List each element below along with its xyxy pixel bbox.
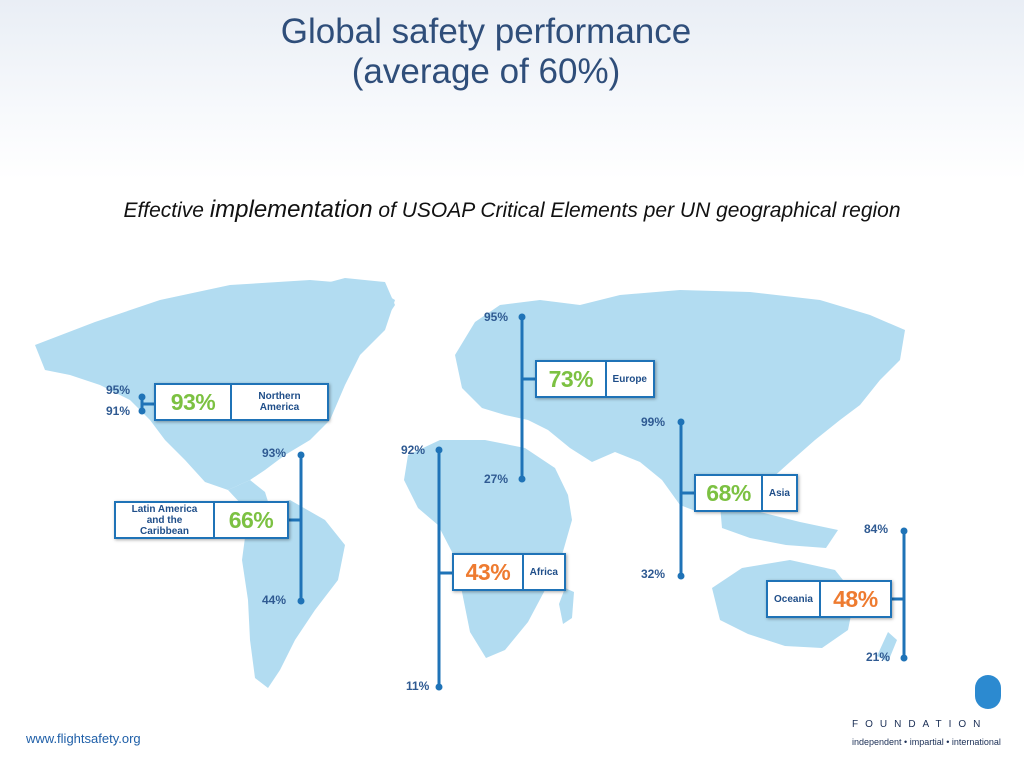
- region-box-northern-america: 93% Northern America: [154, 383, 329, 421]
- region-average: 73%: [537, 362, 605, 396]
- new-zealand-landmass: [877, 632, 897, 662]
- average-value: 48%: [833, 585, 878, 612]
- europe-max-label: 95%: [484, 310, 509, 324]
- region-name: Africa: [529, 566, 558, 578]
- slide-title: Global safety performance (average of 60…: [180, 12, 792, 92]
- box-divider: [230, 385, 232, 419]
- average-value: 68%: [706, 479, 751, 506]
- region-average: 93%: [156, 385, 230, 419]
- title-line-1: Global safety performance: [280, 12, 692, 51]
- region-name: Asia: [768, 487, 790, 499]
- region-name-cell: Africa: [524, 555, 564, 589]
- latin-america-max-dot: [297, 451, 305, 459]
- africa-max-label: 92%: [401, 443, 426, 457]
- northern-america-max-label: 95%: [106, 383, 131, 397]
- footer-url[interactable]: www.flightsafety.org: [26, 731, 141, 746]
- subtitle-post: of USOAP Critical Elements per UN geogra…: [372, 199, 901, 222]
- asia-max-label: 99%: [641, 415, 666, 429]
- latin-america-max-label: 93%: [262, 446, 287, 460]
- british-isles-landmass: [468, 336, 486, 360]
- region-name-cell: Asia: [763, 476, 796, 510]
- region-name-cell: Oceania: [768, 582, 819, 616]
- box-divider: [818, 582, 821, 616]
- northern-america-min-label: 91%: [106, 404, 131, 418]
- asia-max-dot: [677, 418, 685, 426]
- oceania-min-dot: [900, 654, 908, 662]
- foundation-logo-icon: [975, 675, 1001, 709]
- region-box-oceania: Oceania 48%: [766, 580, 892, 618]
- region-box-africa: 43% Africa: [452, 553, 566, 591]
- box-divider: [521, 555, 524, 589]
- region-name-cell: Latin America and the Caribbean: [116, 503, 213, 537]
- average-value: 93%: [170, 388, 216, 415]
- box-divider: [604, 362, 607, 396]
- oceania-max-label: 84%: [864, 522, 889, 536]
- africa-min-dot: [435, 683, 443, 691]
- region-name: Latin America and the Caribbean: [122, 504, 207, 537]
- region-average: 43%: [454, 555, 522, 589]
- region-name: Northern America: [258, 391, 301, 413]
- average-value: 66%: [228, 506, 274, 533]
- northern-america-min-dot: [138, 407, 146, 415]
- region-box-europe: 73% Europe: [535, 360, 655, 398]
- asia-min-dot: [677, 572, 685, 580]
- northern-america-max-dot: [138, 393, 146, 401]
- region-average: 68%: [696, 476, 761, 510]
- region-box-asia: 68% Asia: [694, 474, 798, 512]
- box-divider: [213, 503, 215, 537]
- europe-min-dot: [518, 475, 526, 483]
- range-indicators: [138, 313, 908, 691]
- latin-america-min-label: 44%: [262, 593, 287, 607]
- region-name: Europe: [612, 373, 647, 385]
- region-name: Oceania: [774, 593, 813, 605]
- africa-min-label: 11%: [406, 679, 430, 693]
- asia-min-label: 32%: [641, 567, 666, 581]
- region-name-cell: Europe: [607, 362, 653, 396]
- oceania-max-dot: [900, 527, 908, 535]
- region-box-latin-america: Latin America and the Caribbean 66%: [114, 501, 289, 539]
- japan-landmass: [798, 395, 820, 440]
- chart-subtitle: Effective implementation of USOAP Critic…: [20, 196, 1004, 224]
- average-value: 43%: [465, 558, 511, 585]
- average-value: 73%: [548, 365, 594, 392]
- region-name-cell: Northern America: [232, 385, 327, 419]
- region-average: 66%: [215, 503, 287, 537]
- region-name-line-1: Latin America: [131, 503, 198, 515]
- greenland-landmass: [300, 278, 395, 345]
- madagascar-landmass: [559, 588, 574, 624]
- foundation-wordmark: FOUNDATION: [852, 719, 988, 730]
- southeast-asia-islands: [720, 505, 838, 548]
- latin-america-min-dot: [297, 597, 305, 605]
- africa-landmass: [404, 440, 572, 658]
- africa-max-dot: [435, 446, 443, 454]
- subtitle-emphasis: implementation: [209, 196, 373, 223]
- europe-max-dot: [518, 313, 526, 321]
- region-name-line-2: and the Caribbean: [140, 514, 189, 537]
- europe-min-label: 27%: [484, 472, 509, 486]
- oceania-min-label: 21%: [866, 650, 891, 664]
- region-average: 48%: [821, 582, 890, 616]
- title-line-2: (average of 60%): [351, 52, 621, 91]
- subtitle-pre: Effective: [123, 199, 210, 222]
- eurasia-landmass: [455, 290, 905, 512]
- south-america-landmass: [242, 500, 345, 688]
- foundation-tagline: independent • impartial • international: [852, 737, 1001, 747]
- box-divider: [761, 476, 763, 510]
